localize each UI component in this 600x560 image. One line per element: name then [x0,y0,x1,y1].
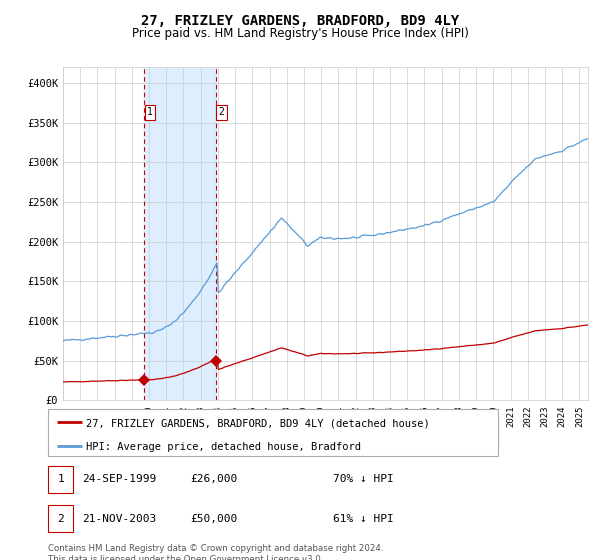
FancyBboxPatch shape [48,466,73,493]
Text: £50,000: £50,000 [191,514,238,524]
Text: 24-SEP-1999: 24-SEP-1999 [82,474,157,484]
FancyBboxPatch shape [48,505,73,532]
Text: 61% ↓ HPI: 61% ↓ HPI [333,514,394,524]
Text: Contains HM Land Registry data © Crown copyright and database right 2024.
This d: Contains HM Land Registry data © Crown c… [48,544,383,560]
Text: 2: 2 [218,108,224,118]
Text: £26,000: £26,000 [191,474,238,484]
Text: 1: 1 [147,108,153,118]
Text: 70% ↓ HPI: 70% ↓ HPI [333,474,394,484]
Text: 27, FRIZLEY GARDENS, BRADFORD, BD9 4LY (detached house): 27, FRIZLEY GARDENS, BRADFORD, BD9 4LY (… [86,418,430,428]
Text: 27, FRIZLEY GARDENS, BRADFORD, BD9 4LY: 27, FRIZLEY GARDENS, BRADFORD, BD9 4LY [141,14,459,28]
Text: Price paid vs. HM Land Registry's House Price Index (HPI): Price paid vs. HM Land Registry's House … [131,27,469,40]
FancyBboxPatch shape [48,409,498,456]
Bar [145,67,216,400]
Text: HPI: Average price, detached house, Bradford: HPI: Average price, detached house, Brad… [86,442,361,452]
Text: 1: 1 [57,474,64,484]
Text: 21-NOV-2003: 21-NOV-2003 [82,514,157,524]
Text: 2: 2 [57,514,64,524]
